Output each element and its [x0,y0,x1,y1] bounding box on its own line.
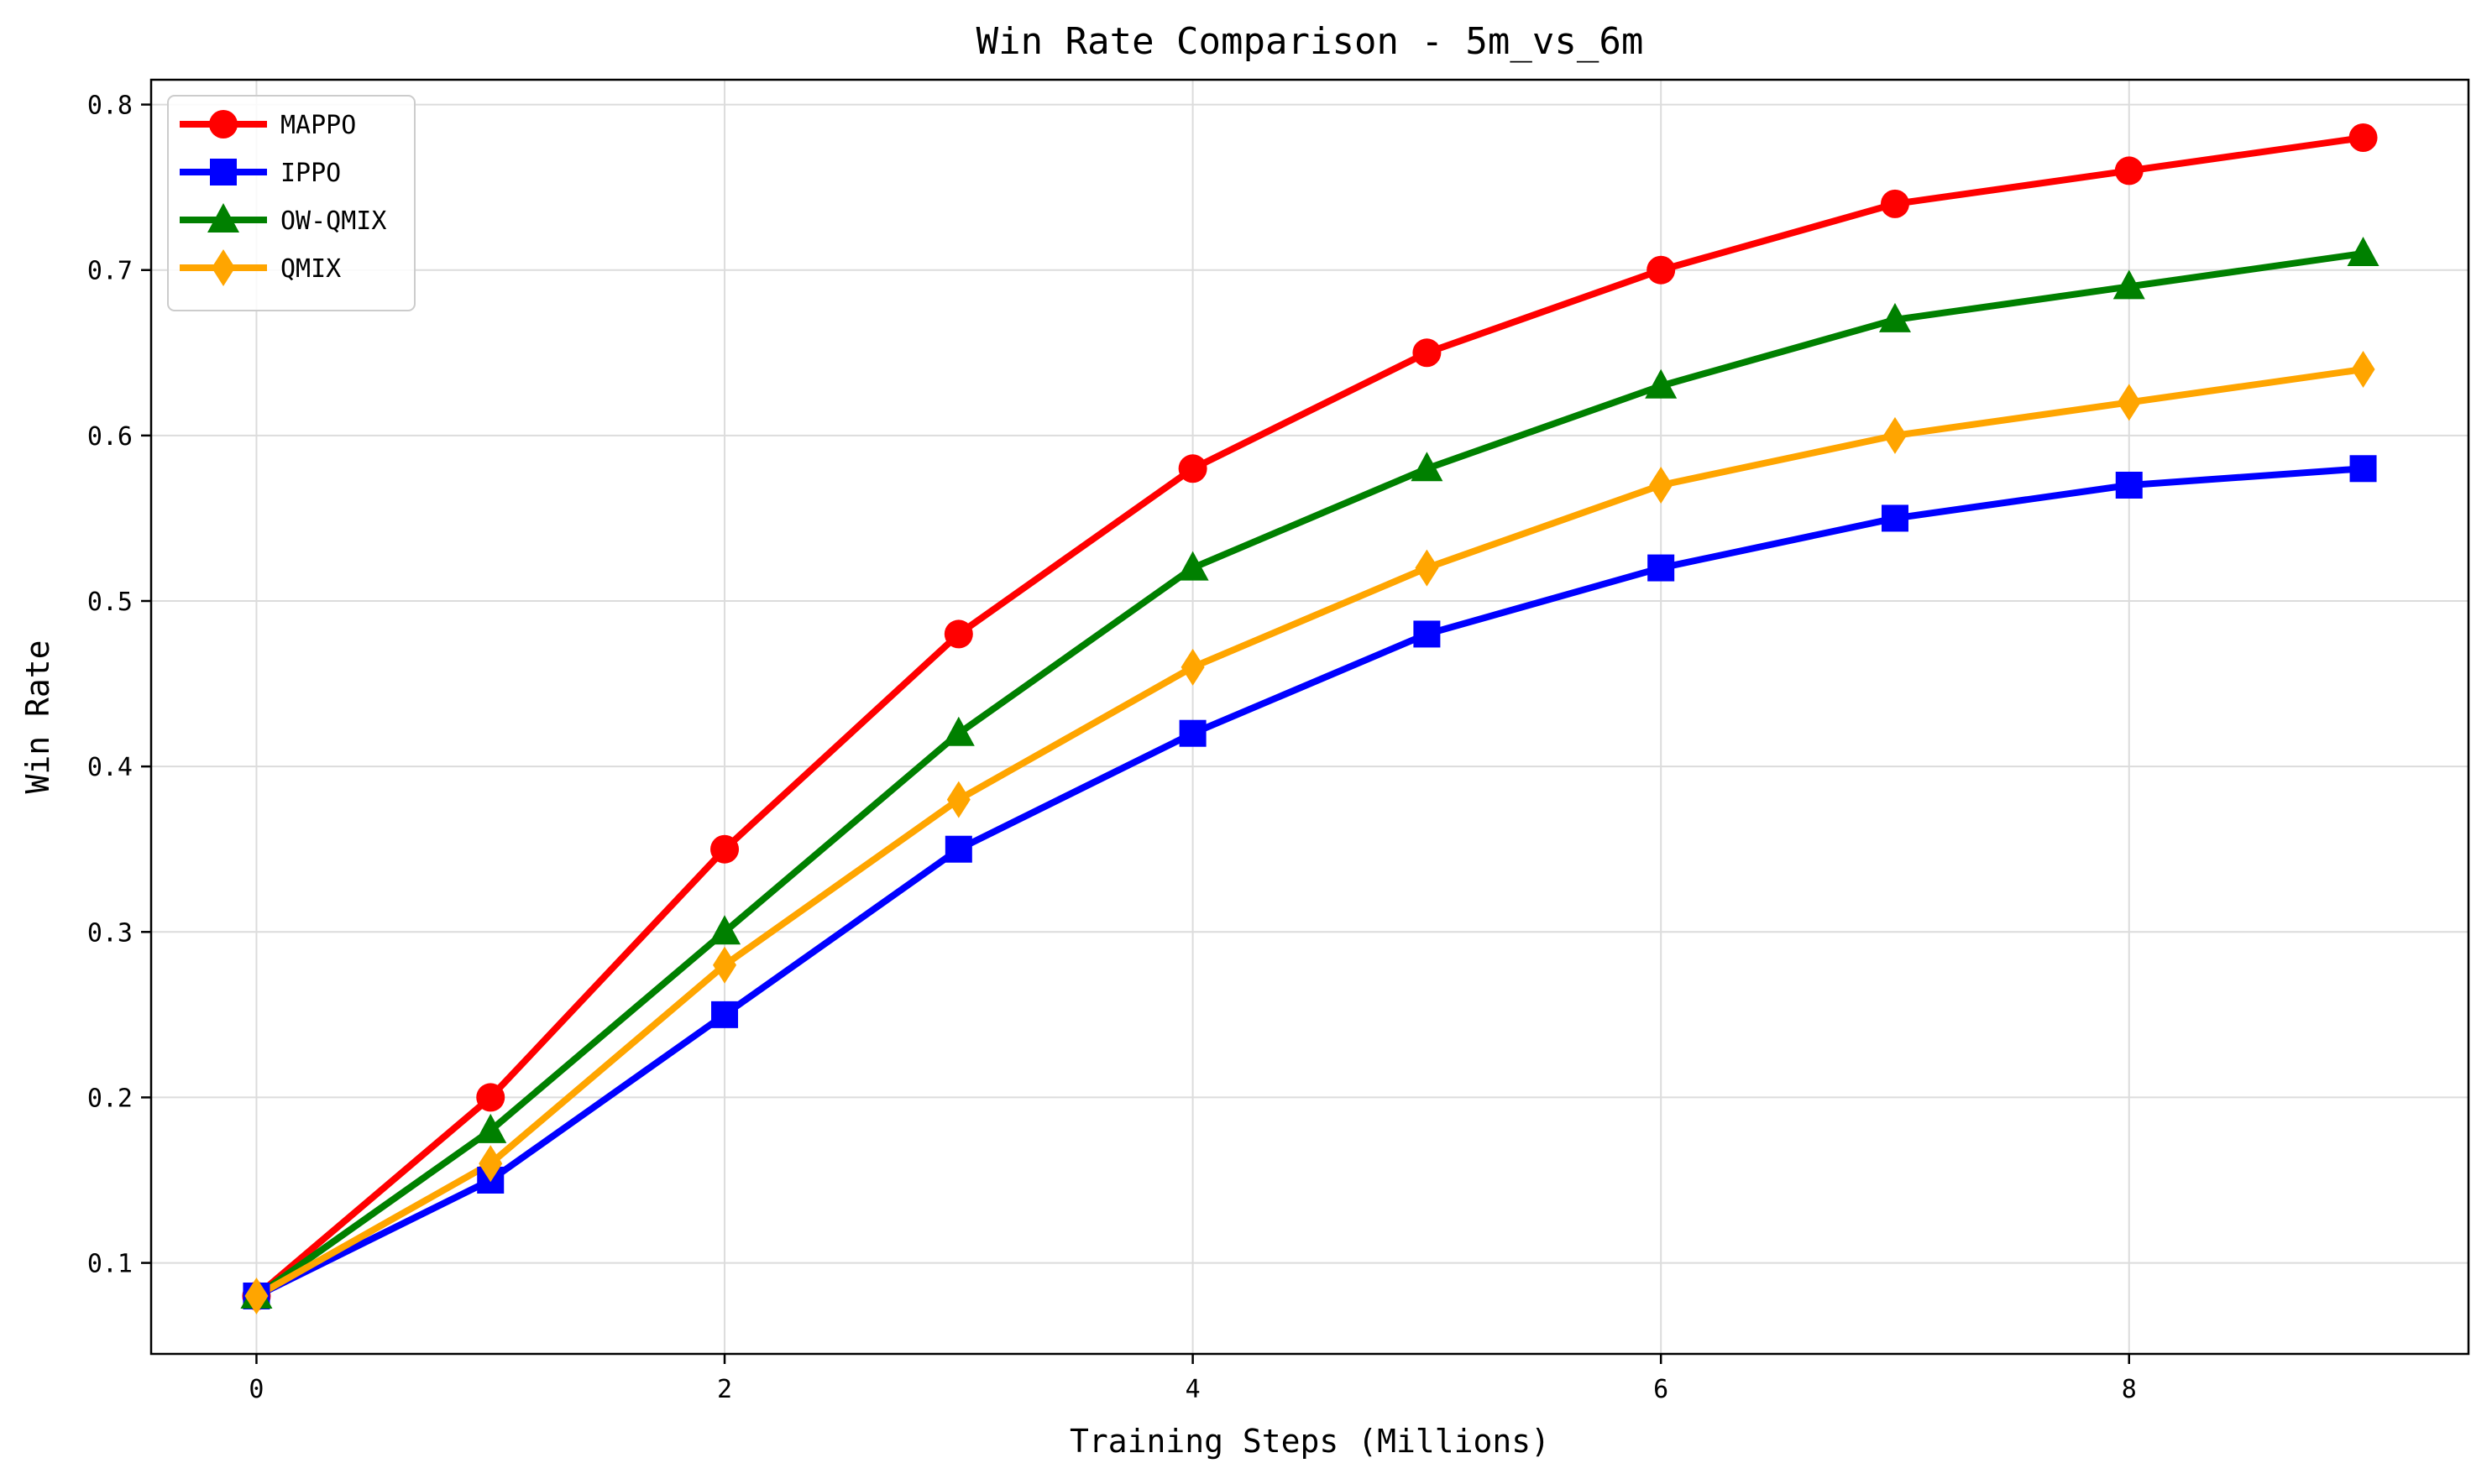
series-ow-qmix [254,250,2364,1299]
axes: 0 2 4 6 8 0.1 0.2 0.3 0.4 0.5 0.6 0.7 0.8 [87,91,2137,1404]
y-axis-label: Win Rate [19,640,56,793]
legend-label-mappo: MAPPO [280,111,356,140]
data-point-mappo [1646,255,1676,285]
data-point-ow-qmix [2112,269,2145,300]
data-point-mappo [1880,189,1909,218]
legend-label-qmix: QMIX [280,254,341,284]
data-point-mappo [1412,338,1442,368]
legend-marker-qmix [212,249,235,286]
legend-item-mappo: MAPPO [180,110,356,140]
data-point-ow-qmix [1645,368,1678,399]
data-point-ow-qmix [474,1113,507,1143]
grid [151,80,2468,1354]
series-ippo [254,465,2364,1299]
x-tick-label: 4 [1186,1375,1201,1404]
data-point-ippo [945,835,972,863]
data-point-mappo [2114,156,2144,186]
y-tick-label: 0.7 [87,257,133,286]
data-point-qmix [2117,384,2141,421]
legend-marker-ow-qmix [207,203,239,233]
data-point-qmix [2351,351,2375,388]
series-line-mappo [254,134,2364,1299]
legend-marker-ippo [210,159,237,186]
y-tick-label: 0.5 [87,588,133,617]
legend: MAPPO IPPO OW-QMIX QMIX [167,95,416,311]
chart-title: Win Rate Comparison - 5m_vs_6m [976,20,1644,63]
data-point-qmix [713,946,737,984]
data-point-qmix [1649,467,1673,504]
y-tick-label: 0.4 [87,753,133,782]
series-line-ow-qmix [254,250,2364,1299]
data-point-mappo [710,834,740,864]
series-line-qmix [254,366,2364,1299]
series-qmix [254,366,2364,1299]
legend-box [167,95,416,311]
legend-item-ow-qmix: OW-QMIX [180,203,386,236]
data-point-qmix [1882,416,1907,454]
data-point-ippo [711,1001,739,1028]
series-layer [240,123,2379,1314]
data-point-qmix [1415,549,1439,587]
x-tick-label: 6 [1653,1375,1668,1404]
data-point-mappo [2348,123,2378,152]
data-point-ow-qmix [1176,551,1209,581]
plot-frame [149,78,2470,1356]
x-tick-label: 8 [2122,1375,2137,1404]
data-point-ow-qmix [709,915,741,945]
series-line-ippo [254,465,2364,1299]
y-tick-label: 0.3 [87,918,133,948]
data-point-ippo [2115,472,2143,499]
series-mappo [254,134,2364,1299]
data-point-mappo [944,619,973,649]
data-point-ow-qmix [2347,237,2379,266]
x-tick-label: 0 [249,1375,264,1404]
data-point-ow-qmix [1878,302,1911,332]
data-point-ippo [2349,455,2377,483]
data-point-mappo [476,1083,505,1112]
legend-marker-mappo [209,110,238,138]
data-point-qmix [244,1278,269,1314]
markers-ow-qmix [240,237,2379,1309]
x-tick-label: 2 [717,1375,732,1404]
legend-label-ow-qmix: OW-QMIX [280,206,386,236]
legend-item-qmix: QMIX [180,249,341,286]
data-point-qmix [479,1145,503,1183]
markers-qmix [244,351,2375,1314]
x-axis-label: Training Steps (Millions) [1070,1423,1550,1460]
legend-label-ippo: IPPO [280,159,341,188]
data-point-mappo [1178,454,1207,483]
data-point-ippo [1413,620,1441,648]
data-point-ippo [1881,504,1908,532]
data-point-ippo [1647,554,1675,582]
y-tick-label: 0.8 [87,91,133,121]
data-point-ow-qmix [942,716,975,746]
legend-item-ippo: IPPO [180,159,341,188]
data-point-qmix [1181,648,1205,686]
y-tick-label: 0.1 [87,1250,133,1279]
data-point-qmix [946,781,971,818]
y-tick-label: 0.6 [87,422,133,452]
y-tick-label: 0.2 [87,1084,133,1113]
markers-ippo [243,455,2377,1309]
data-point-ow-qmix [1411,452,1443,482]
data-point-ippo [1179,719,1207,747]
